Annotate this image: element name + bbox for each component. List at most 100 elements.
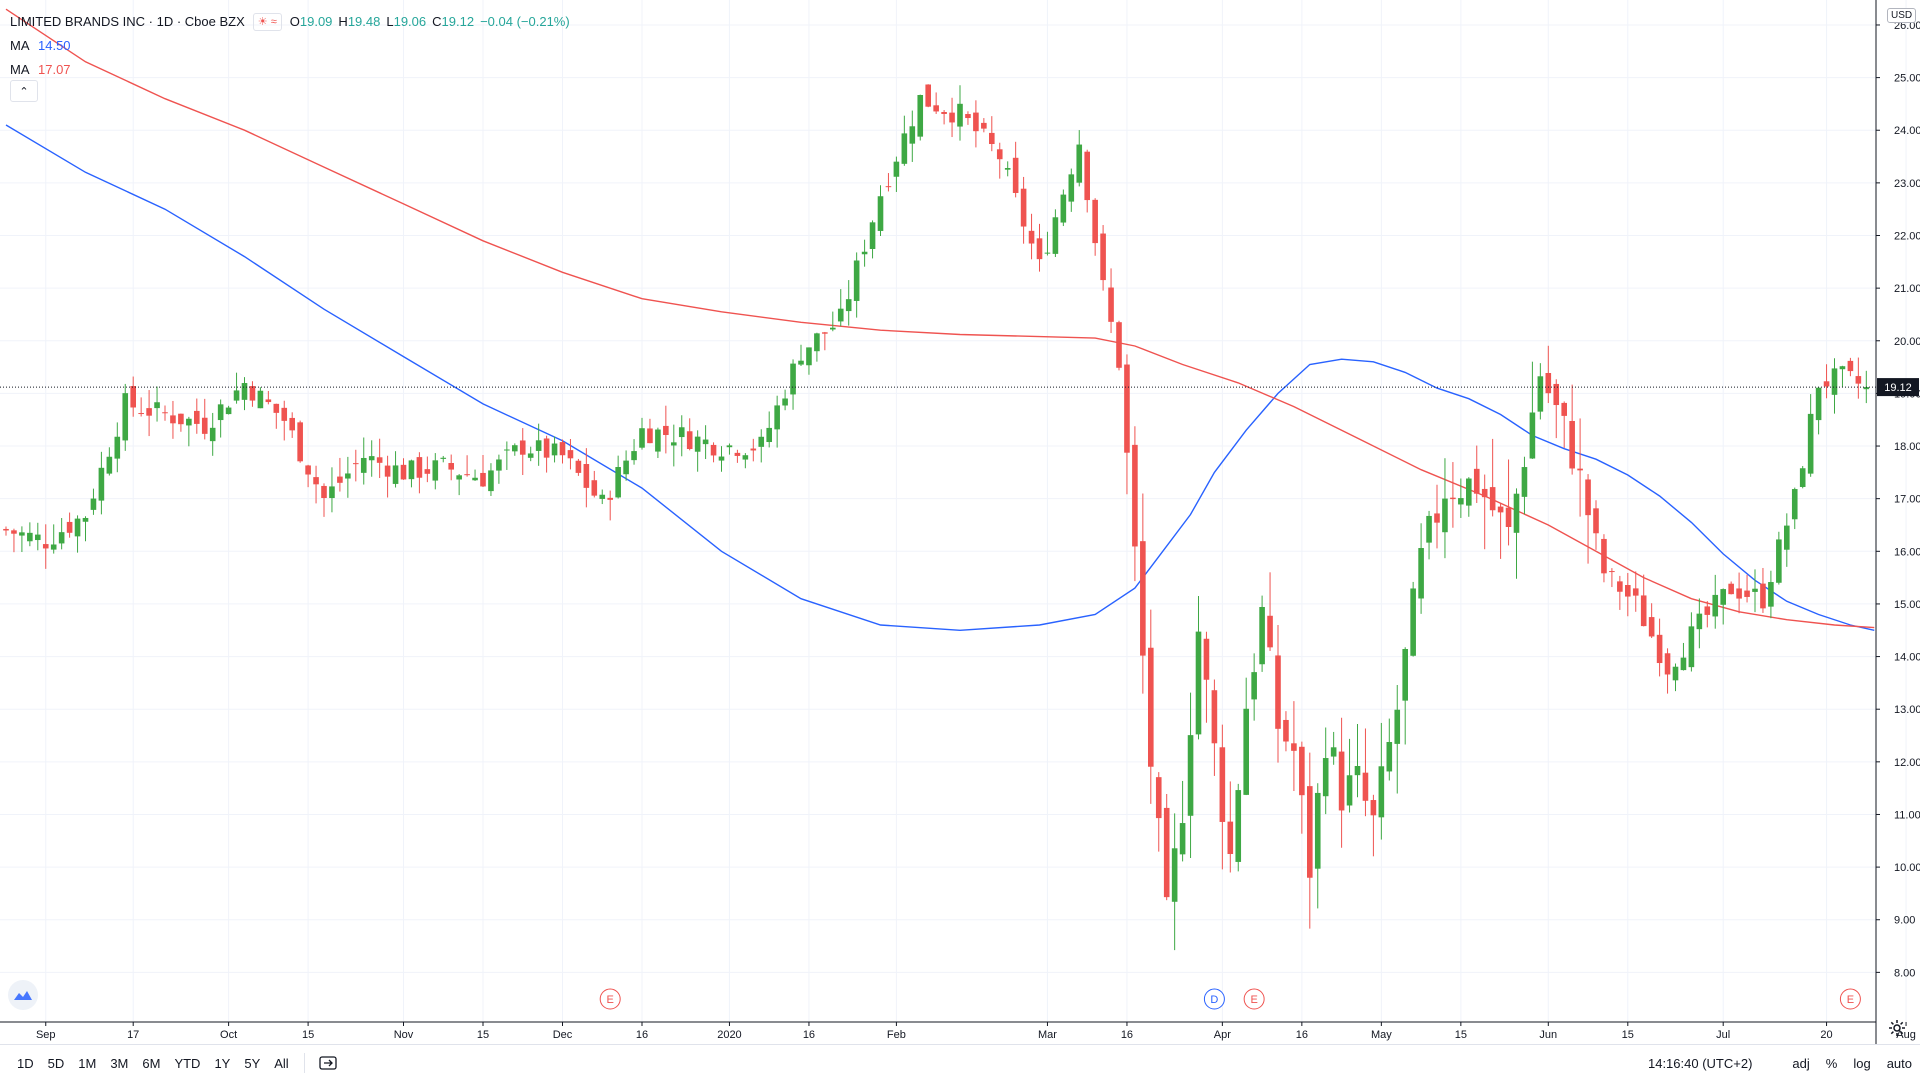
symbol-title[interactable]: LIMITED BRANDS INC · 1D · Cboe BZX <box>10 14 245 29</box>
candle-up <box>1076 144 1083 183</box>
candle-up <box>1418 548 1424 599</box>
candle-down <box>1664 653 1671 675</box>
candle-down <box>567 450 574 459</box>
market-status-icon[interactable]: ☀ ≈ <box>252 13 282 31</box>
price-chart[interactable]: 8.00 9.00 10.00 11.00 12.00 13.00 14.00 15.00 16… <box>0 0 1920 1044</box>
gear-icon[interactable] <box>1887 1018 1907 1038</box>
earnings-marker[interactable] <box>1839 988 1861 1010</box>
candle-up <box>368 456 375 461</box>
candle-up <box>1807 413 1814 474</box>
candle-up <box>1768 582 1774 607</box>
candle-up <box>512 445 518 452</box>
change-value: −0.04 (−0.21%) <box>480 14 570 29</box>
candle-down <box>1481 488 1488 498</box>
ma-slow-value: 17.07 <box>38 62 71 77</box>
candle-up <box>1394 709 1401 744</box>
candle-up <box>1330 747 1337 757</box>
candle-up <box>639 428 645 448</box>
timeframe-all[interactable]: All <box>274 1055 289 1071</box>
price-axis[interactable]: 8.00 9.00 10.00 11.00 12.00 13.00 14.00 15.00 16… <box>0 0 1920 1044</box>
candle-up <box>58 532 65 544</box>
chevron-up-icon: ⌃ <box>19 85 29 98</box>
price-tick-label: 21.00 <box>1894 283 1920 295</box>
candle-up <box>718 456 725 461</box>
candle-up <box>1791 489 1798 520</box>
candle-up <box>1712 594 1719 617</box>
candle-down <box>1203 638 1210 680</box>
price-tick-label: 24.00 <box>1894 125 1920 137</box>
candle-up <box>74 518 81 537</box>
time-tick-label: 16 <box>1296 1029 1308 1041</box>
adj-toggle[interactable]: adj <box>1792 1055 1810 1071</box>
candle-up <box>1776 539 1782 583</box>
candle-down <box>925 84 931 107</box>
candle-up <box>1251 672 1257 700</box>
candle-up <box>1386 742 1393 772</box>
tradingview-logo-button[interactable] <box>8 980 38 1010</box>
candle-down <box>1625 585 1631 597</box>
earnings-marker[interactable] <box>1243 988 1265 1010</box>
price-tick-label: 14.00 <box>1894 652 1920 664</box>
candle-up <box>1259 607 1265 665</box>
candle-up <box>98 467 105 501</box>
candle-down <box>1155 777 1162 819</box>
candle-up <box>186 418 192 426</box>
earnings-marker[interactable] <box>599 988 621 1010</box>
currency-badge[interactable]: USD <box>1887 8 1917 23</box>
candle-down <box>1601 538 1607 574</box>
time-axis[interactable]: Sep 17 Oct 15 Nov 15 Dec 16 2020 16 Feb Mar 16 Apr 16 M… <box>0 1021 1916 1041</box>
candle-down <box>353 463 359 465</box>
candle-down <box>1092 199 1098 244</box>
candle-up <box>726 445 733 448</box>
candle-down <box>194 410 200 424</box>
timeframe-ytd[interactable]: YTD <box>174 1055 201 1071</box>
timeframe-1d[interactable]: 1D <box>17 1055 34 1071</box>
goto-date-icon[interactable] <box>319 1055 337 1071</box>
candle-up <box>90 498 97 510</box>
chart-grid <box>0 0 1907 1022</box>
candle-up <box>345 473 351 479</box>
candle-down <box>424 469 431 474</box>
timeframe-5y[interactable]: 5Y <box>244 1055 261 1071</box>
candle-up <box>122 393 129 441</box>
ma-fast-row[interactable]: MA 14.50 <box>10 34 576 58</box>
candle-down <box>1291 743 1297 751</box>
last-price-label: 19.12 <box>1884 382 1912 394</box>
timeframe-1y[interactable]: 1Y <box>214 1055 231 1071</box>
candle-down <box>1489 487 1496 511</box>
earnings-marker-label: E <box>607 994 614 1006</box>
candle-up <box>217 404 224 421</box>
dividend-marker[interactable] <box>1203 988 1225 1010</box>
candle-down <box>416 457 423 478</box>
price-tick-label: 16.00 <box>1894 546 1920 558</box>
candle-down <box>981 122 987 129</box>
candle-up <box>535 440 542 451</box>
timeframe-6m[interactable]: 6M <box>142 1055 161 1071</box>
candle-up <box>106 456 113 474</box>
candle-down <box>1577 468 1583 471</box>
timeframe-5d[interactable]: 5D <box>47 1055 65 1071</box>
candle-down <box>1585 479 1591 516</box>
candle-down <box>1275 655 1281 729</box>
auto-toggle[interactable]: auto <box>1886 1055 1912 1071</box>
time-tick-label: 20 <box>1820 1029 1832 1041</box>
candle-up <box>1410 588 1416 656</box>
candle-down <box>1028 230 1035 244</box>
candle-down <box>170 415 176 424</box>
candle-up <box>1784 525 1790 550</box>
time-tick-label: 15 <box>1455 1029 1467 1041</box>
candle-down <box>1847 360 1854 372</box>
collapse-legend-button[interactable]: ⌃ <box>10 80 38 102</box>
log-toggle[interactable]: log <box>1853 1055 1871 1071</box>
ma-slow-row[interactable]: MA 17.07 <box>10 58 576 82</box>
candle-down <box>281 407 288 421</box>
percent-toggle[interactable]: % <box>1825 1055 1838 1071</box>
candle-up <box>360 457 367 473</box>
timeframe-3m[interactable]: 3M <box>110 1055 129 1071</box>
candle-down <box>1299 746 1305 796</box>
candle-down <box>464 474 470 476</box>
timeframe-1m[interactable]: 1M <box>78 1055 97 1071</box>
earnings-marker-label: E <box>1847 994 1854 1006</box>
open-key: O <box>289 14 300 29</box>
